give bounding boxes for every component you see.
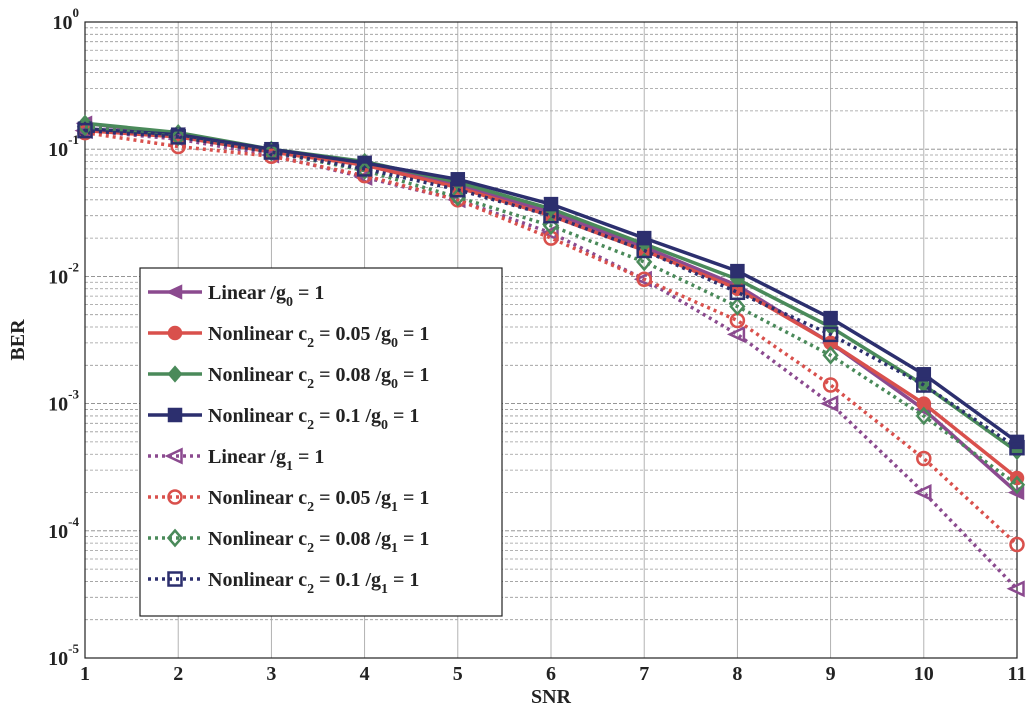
marker [543,207,559,224]
y-tick-label: 10-4 [48,514,79,543]
series-line [84,130,1019,546]
marker [170,138,186,155]
x-tick-label: 11 [1008,663,1027,685]
marker [164,447,183,465]
marker [1009,439,1025,456]
x-tick-label: 6 [546,663,556,685]
marker [636,271,652,287]
marker [730,263,745,279]
legend-label: Linear /g0 = 1 [208,282,324,310]
plot-frame [84,21,1018,659]
marker [1006,580,1025,598]
x-tick-label: 1 [80,663,90,685]
marker [729,284,746,301]
x-tick-label: 4 [360,663,370,685]
marker [636,230,652,246]
marker [822,326,839,343]
legend-label: Nonlinear c2 = 0.08 /g0 = 1 [208,364,429,392]
legend-label: Nonlinear c2 = 0.05 /g0 = 1 [208,323,429,351]
marker [726,325,746,343]
marker [915,406,932,426]
marker [356,161,373,180]
marker [1008,475,1026,495]
marker [166,528,184,548]
marker [822,377,839,393]
marker [636,252,653,272]
marker [916,450,932,467]
legend-box [139,267,503,617]
y-tick-label: 10-1 [48,132,79,161]
legend-label: Nonlinear c2 = 0.1 /g1 = 1 [208,569,419,597]
y-tick-label: 100 [53,5,80,34]
marker [729,297,746,316]
legend-label: Nonlinear c2 = 0.08 /g1 = 1 [208,528,429,556]
y-tick-label: 10-5 [48,641,79,670]
y-axis-label: BER [7,319,29,361]
marker [823,310,838,326]
x-tick-label: 5 [453,663,463,685]
marker [167,365,183,383]
legend-label: Nonlinear c2 = 0.1 /g0 = 1 [208,405,419,433]
series-line [84,128,1018,450]
marker [263,144,280,160]
x-tick-label: 9 [826,663,836,685]
x-tick-label: 3 [266,663,276,685]
marker [165,284,183,300]
y-tick-label: 10-3 [48,387,79,416]
marker [450,181,466,198]
marker [170,129,186,145]
x-tick-label: 7 [639,663,649,685]
marker [356,161,373,177]
marker [636,242,652,259]
x-tick-label: 10 [914,663,934,685]
legend: Linear /g0 = 1 Nonlinear c2 = 0.05 /g0 = … [139,267,503,617]
marker [167,489,183,505]
marker [822,345,839,365]
x-tick-label: 2 [173,663,183,685]
marker [167,325,183,341]
marker [820,395,839,413]
x-axis-label: SNR [531,686,572,708]
legend-label: Nonlinear c2 = 0.05 /g1 = 1 [208,487,429,515]
marker [167,571,183,587]
marker [167,407,183,423]
marker [449,187,466,207]
marker [916,377,932,393]
marker [77,122,93,139]
marker [1009,536,1025,553]
x-tick-label: 8 [732,663,742,685]
marker [913,484,932,501]
y-tick-label: 10-2 [48,259,79,288]
legend-label: Linear /g1 = 1 [208,446,324,474]
marker [543,196,559,212]
